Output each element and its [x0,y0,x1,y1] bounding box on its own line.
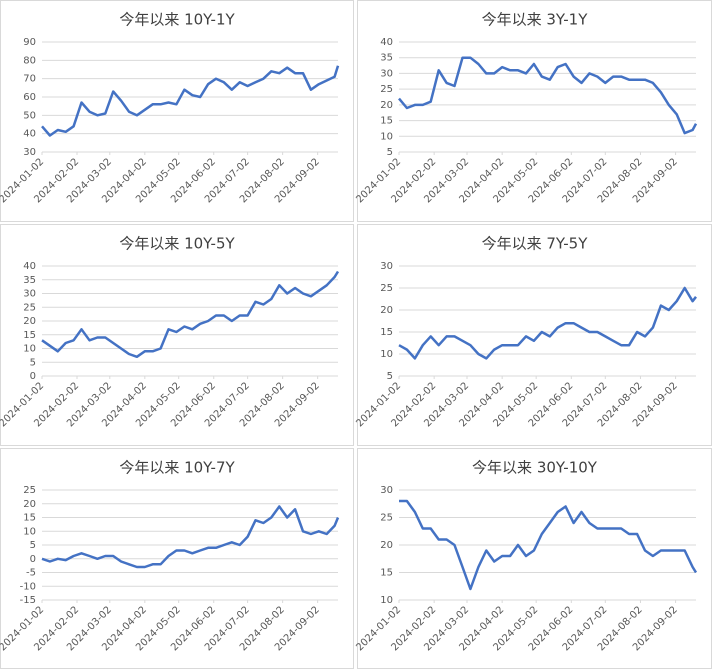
y-tick-label: 20 [380,100,393,111]
y-tick-label: 10 [23,526,36,537]
y-tick-label: 10 [380,349,393,360]
y-tick-label: 90 [23,37,36,48]
line-series [41,270,340,359]
y-tick-label: 40 [23,129,36,140]
y-tick-label: -15 [20,595,36,606]
chart-title: 今年以来 10Y-5Y [119,235,235,253]
y-tick-label: 70 [23,74,36,85]
y-tick-label: 5 [30,540,36,551]
y-tick-label: 30 [380,68,393,79]
chart-title: 今年以来 30Y-10Y [472,459,598,477]
chart-title: 今年以来 3Y-1Y [482,11,589,29]
y-tick-label: -5 [26,568,36,579]
chart-panel: 今年以来 10Y-1Y304050607080902024-01-022024-… [0,0,354,222]
y-tick-label: 25 [23,302,36,313]
y-tick-label: 30 [23,147,36,158]
y-tick-label: 0 [30,554,36,565]
chart-panel: 今年以来 10Y-5Y05101520253035402024-01-02202… [0,224,354,446]
chart-panel: 今年以来 10Y-7Y-15-10-505101520252024-01-022… [0,448,354,669]
line-series [41,505,340,569]
chart-title: 今年以来 10Y-1Y [119,11,235,29]
y-tick-label: -10 [20,581,36,592]
y-tick-label: 20 [23,316,36,327]
y-tick-label: 15 [23,330,36,341]
y-tick-label: 30 [380,261,393,272]
y-tick-label: 20 [23,499,36,510]
chart-panel: 今年以来 7Y-5Y510152025302024-01-022024-02-0… [354,224,712,446]
y-tick-label: 35 [23,275,36,286]
y-tick-label: 25 [380,283,393,294]
chart-panel: 今年以来 30Y-10Y10152025302024-01-022024-02-… [354,448,712,669]
panel-frame [357,0,712,222]
y-tick-label: 10 [380,131,393,142]
panel-frame [0,0,354,222]
line-series [398,56,698,135]
panel-frame [357,448,712,669]
y-tick-label: 20 [380,540,393,551]
y-tick-label: 10 [23,344,36,355]
y-tick-label: 40 [23,261,36,272]
y-tick-label: 15 [380,327,393,338]
y-tick-label: 5 [30,357,36,368]
y-tick-label: 5 [387,147,393,158]
y-tick-label: 5 [387,371,393,382]
line-series [399,499,698,591]
chart-panel: 今年以来 3Y-1Y5101520253035402024-01-022024-… [354,0,712,222]
y-tick-label: 35 [380,53,393,64]
chart-title: 今年以来 10Y-7Y [119,459,235,477]
y-tick-label: 10 [380,595,393,606]
y-tick-label: 25 [380,84,393,95]
line-series [41,65,340,137]
y-tick-label: 0 [30,371,36,382]
chart-title: 今年以来 7Y-5Y [482,235,589,253]
y-tick-label: 20 [380,305,393,316]
y-tick-label: 15 [23,513,36,524]
y-tick-label: 30 [380,485,393,496]
y-tick-label: 15 [380,116,393,127]
y-tick-label: 25 [23,485,36,496]
y-tick-label: 60 [23,92,36,103]
y-tick-label: 30 [23,289,36,300]
y-tick-label: 80 [23,55,36,66]
y-tick-label: 50 [23,110,36,121]
panel-frame [357,224,712,446]
y-tick-label: 25 [380,513,393,524]
y-tick-label: 40 [380,37,393,48]
y-tick-label: 15 [380,568,393,579]
line-series [398,286,697,360]
